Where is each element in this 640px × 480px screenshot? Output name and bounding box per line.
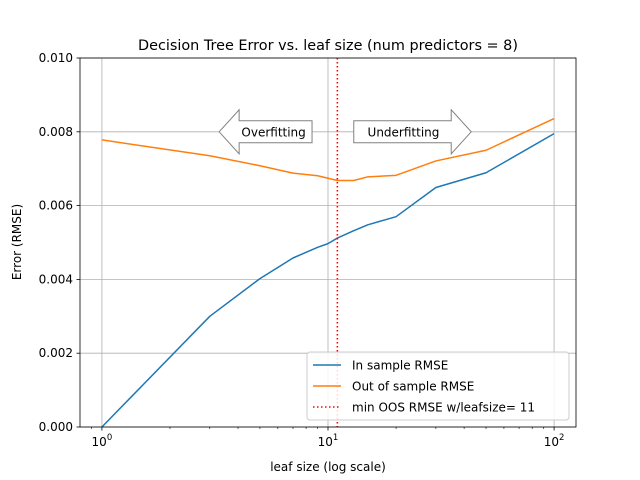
series-line-out-of-sample bbox=[101, 117, 555, 182]
x-tick-label: 100 bbox=[92, 433, 113, 449]
annotation-label: Overfitting bbox=[241, 125, 305, 139]
y-tick-label: 0.004 bbox=[39, 272, 73, 286]
annotations: Overfitting Underfitting bbox=[218, 108, 472, 156]
y-tick-label: 0.010 bbox=[39, 51, 73, 65]
y-axis-label: Error (RMSE) bbox=[10, 204, 24, 280]
y-tick-label: 0.008 bbox=[39, 125, 73, 139]
x-tick-base: 10 bbox=[544, 435, 559, 449]
legend-label: Out of sample RMSE bbox=[352, 380, 474, 394]
annotation-arrow-right bbox=[353, 108, 472, 156]
x-axis-label: leaf size (log scale) bbox=[270, 460, 386, 474]
x-tick-base: 10 bbox=[92, 435, 107, 449]
annotation-label: Underfitting bbox=[368, 125, 440, 139]
x-tick-base: 10 bbox=[318, 435, 333, 449]
legend-label: In sample RMSE bbox=[352, 359, 448, 373]
annotation-arrow-left bbox=[218, 108, 313, 156]
x-tick-exponent: 2 bbox=[559, 433, 564, 443]
x-tick-label: 101 bbox=[318, 433, 339, 449]
legend-box bbox=[306, 351, 570, 421]
y-tick-label: 0.006 bbox=[39, 199, 73, 213]
x-tick-label: 102 bbox=[544, 433, 565, 449]
y-tick-label: 0.000 bbox=[39, 420, 73, 434]
legend-label: min OOS RMSE w/leafsize= 11 bbox=[352, 401, 535, 415]
x-tick-exponent: 1 bbox=[333, 433, 338, 443]
chart-title: Decision Tree Error vs. leaf size (num p… bbox=[138, 38, 518, 54]
x-tick-exponent: 0 bbox=[107, 433, 112, 443]
y-tick-label: 0.002 bbox=[39, 346, 73, 360]
legend: In sample RMSE Out of sample RMSE min OOS … bbox=[306, 351, 570, 421]
